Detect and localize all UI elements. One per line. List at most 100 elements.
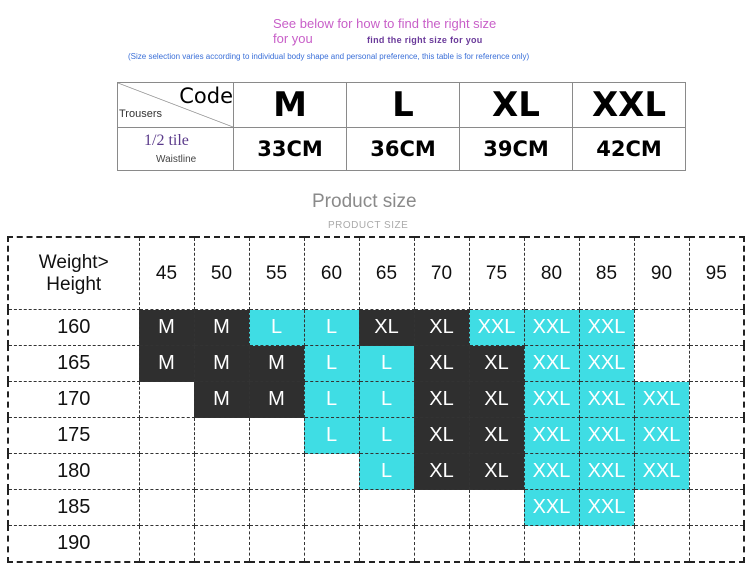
- size-cell: L: [303, 417, 360, 454]
- size-cell: [468, 489, 525, 526]
- size-cell: [138, 489, 195, 526]
- size-chart-grid: Weight> Height 45 50 55 60 65 70 75 80 85 90 95 16…: [7, 236, 745, 563]
- size-cell: XXL: [578, 489, 635, 526]
- size-cell: [193, 417, 250, 454]
- size-cell: [193, 453, 250, 490]
- weight-col-header: 55: [248, 236, 305, 310]
- size-cell: XXL: [523, 381, 580, 418]
- size-cell: [413, 489, 470, 526]
- size-cell: XXL: [578, 345, 635, 382]
- size-cell: XL: [358, 309, 415, 346]
- size-header-xxl: XXL: [572, 82, 686, 128]
- weight-col-header: 75: [468, 236, 525, 310]
- intro-line-1: See below for how to find the right size: [273, 16, 497, 31]
- size-cell: XXL: [523, 453, 580, 490]
- size-cell: M: [193, 381, 250, 418]
- grid-row: 160 M M L L XL XL XXL XXL XXL: [7, 309, 745, 346]
- weight-col-header: 45: [138, 236, 195, 310]
- size-cell: XXL: [578, 453, 635, 490]
- size-cell: [303, 453, 360, 490]
- product-size-title: Product size: [312, 191, 417, 212]
- height-row-header: 185: [7, 489, 140, 526]
- size-cell: [688, 417, 745, 454]
- size-header-xl: XL: [459, 82, 573, 128]
- size-cell: [358, 489, 415, 526]
- height-row-header: 190: [7, 525, 140, 563]
- grid-row: 185 XXL XXL: [7, 489, 745, 526]
- size-cell: XL: [468, 345, 525, 382]
- waist-value-m: 33CM: [233, 127, 347, 171]
- size-cell: L: [248, 309, 305, 346]
- grid-row: 165 M M M L L XL XL XXL XXL: [7, 345, 745, 382]
- size-cell: [633, 525, 690, 563]
- size-cell: [413, 525, 470, 563]
- size-cell: [358, 525, 415, 563]
- size-cell: [138, 453, 195, 490]
- size-header-m: M: [233, 82, 347, 128]
- size-cell: XL: [413, 453, 470, 490]
- weight-col-header: 80: [523, 236, 580, 310]
- size-cell: XXL: [633, 453, 690, 490]
- height-row-header: 160: [7, 309, 140, 346]
- waist-value-l: 36CM: [346, 127, 460, 171]
- intro-bold-text: find the right size for you: [367, 35, 483, 45]
- size-cell: L: [303, 309, 360, 346]
- size-cell: [303, 489, 360, 526]
- size-cell: [688, 345, 745, 382]
- size-cell: XL: [413, 309, 470, 346]
- weight-header-label: Weight>: [38, 251, 109, 273]
- size-cell: XL: [413, 345, 470, 382]
- weight-col-header: 95: [688, 236, 745, 310]
- size-cell: XXL: [468, 309, 525, 346]
- size-cell: [248, 489, 305, 526]
- size-cell: M: [138, 345, 195, 382]
- weight-col-header: 65: [358, 236, 415, 310]
- weight-col-header: 90: [633, 236, 690, 310]
- size-cell: XL: [413, 417, 470, 454]
- size-cell: [688, 309, 745, 346]
- size-cell: [688, 453, 745, 490]
- size-cell: L: [358, 345, 415, 382]
- size-cell: XXL: [578, 309, 635, 346]
- size-cell: [248, 453, 305, 490]
- size-cell: XXL: [523, 309, 580, 346]
- waist-value-xl: 39CM: [459, 127, 573, 171]
- size-cell: M: [248, 381, 305, 418]
- weight-col-header: 50: [193, 236, 250, 310]
- height-row-header: 170: [7, 381, 140, 418]
- product-size-subtitle: PRODUCT SIZE: [328, 220, 409, 231]
- size-cell: M: [248, 345, 305, 382]
- weight-height-header: Weight> Height: [7, 236, 140, 310]
- height-row-header: 175: [7, 417, 140, 454]
- size-cell: M: [138, 309, 195, 346]
- size-cell: [633, 489, 690, 526]
- size-cell: [138, 381, 195, 418]
- height-row-header: 165: [7, 345, 140, 382]
- size-cell: [193, 489, 250, 526]
- size-cell: [688, 489, 745, 526]
- size-cell: [523, 525, 580, 563]
- size-header-l: L: [346, 82, 460, 128]
- intro-line-2: for you: [273, 31, 313, 46]
- height-header-label: Height: [46, 273, 102, 295]
- size-cell: [138, 417, 195, 454]
- code-label: Code: [179, 84, 233, 108]
- weight-col-header: 70: [413, 236, 470, 310]
- size-cell: [138, 525, 195, 563]
- half-tile-label: 1/2 tile: [144, 132, 189, 149]
- size-cell: XXL: [578, 417, 635, 454]
- size-cell: [248, 525, 305, 563]
- size-cell: L: [358, 417, 415, 454]
- height-row-header: 180: [7, 453, 140, 490]
- size-cell: [468, 525, 525, 563]
- size-cell: XL: [468, 381, 525, 418]
- size-cell: L: [358, 381, 415, 418]
- size-cell: XXL: [633, 417, 690, 454]
- size-cell: XXL: [523, 345, 580, 382]
- weight-col-header: 60: [303, 236, 360, 310]
- size-cell: XXL: [523, 489, 580, 526]
- size-cell: [193, 525, 250, 563]
- grid-row: 190: [7, 525, 745, 563]
- waist-value-xxl: 42CM: [572, 127, 686, 171]
- size-cell: [248, 417, 305, 454]
